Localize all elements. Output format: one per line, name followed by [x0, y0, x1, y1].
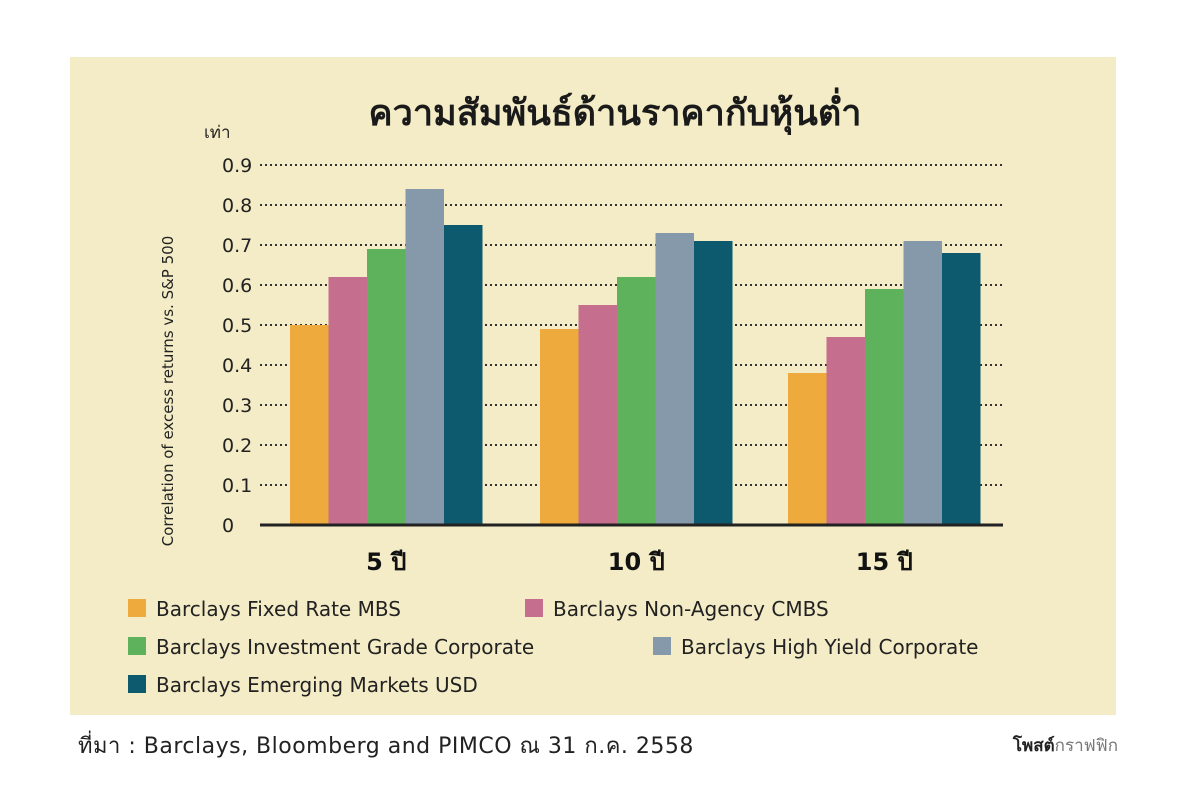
- bar-1-1: [290, 325, 329, 525]
- legend-label: Barclays Fixed Rate MBS: [156, 597, 401, 621]
- y-unit-label: เท่า: [204, 123, 231, 143]
- y-tick-label: 0.6: [222, 275, 252, 297]
- category-labels: 5 ปี 10 ปี 15 ปี: [366, 548, 913, 576]
- bar-4-1: [405, 189, 444, 525]
- legend-label: Barclays Non-Agency CMBS: [553, 597, 829, 621]
- source-note: ที่มา : Barclays, Bloomberg and PIMCO ณ …: [78, 734, 694, 759]
- legend: Barclays Fixed Rate MBS Barclays Non-Agen…: [128, 597, 978, 697]
- y-tick-label: 0.9: [222, 155, 252, 177]
- y-tick-label: 0.2: [222, 435, 252, 457]
- bar-1-2: [540, 329, 579, 525]
- legend-label: Barclays Investment Grade Corporate: [156, 635, 534, 659]
- legend-swatch: [525, 599, 543, 617]
- bar-2-1: [328, 277, 367, 525]
- bar-3-1: [367, 249, 406, 525]
- chart-title: ความสัมพันธ์ด้านราคากับหุ้นต่ำ: [369, 87, 862, 136]
- category-label: 10 ปี: [608, 548, 665, 576]
- y-tick-label: 0.5: [222, 315, 252, 337]
- bar-5-2: [694, 241, 733, 525]
- bar-2-3: [826, 337, 865, 525]
- bars: [290, 189, 981, 525]
- bar-3-3: [865, 289, 904, 525]
- bar-5-1: [444, 225, 483, 525]
- y-tick-label: 0.7: [222, 235, 252, 257]
- bar-2-2: [578, 305, 617, 525]
- bar-4-3: [903, 241, 942, 525]
- credit: โพสต์กราฟฟิก: [1013, 732, 1118, 759]
- legend-label: Barclays High Yield Corporate: [681, 635, 978, 659]
- credit-light: กราฟฟิก: [1054, 736, 1118, 756]
- legend-label: Barclays Emerging Markets USD: [156, 673, 478, 697]
- chart-panel: ความสัมพันธ์ด้านราคากับหุ้นต่ำ เท่า Corr…: [70, 57, 1116, 715]
- legend-swatch: [128, 599, 146, 617]
- legend-swatch: [653, 637, 671, 655]
- legend-swatch: [128, 637, 146, 655]
- category-label: 5 ปี: [366, 548, 406, 576]
- y-axis-label: Correlation of excess returns vs. S&P 50…: [159, 236, 177, 547]
- category-label: 15 ปี: [856, 548, 913, 576]
- y-tick-label: 0.1: [222, 475, 252, 497]
- credit-bold: โพสต์: [1012, 736, 1055, 756]
- y-tick-label: 0.3: [222, 395, 252, 417]
- y-tick-label: 0.4: [222, 355, 252, 377]
- bar-4-2: [655, 233, 694, 525]
- legend-swatch: [128, 675, 146, 693]
- y-tick-label: 0.8: [222, 195, 252, 217]
- footer: ที่มา : Barclays, Bloomberg and PIMCO ณ …: [78, 728, 1118, 768]
- bar-chart: ความสัมพันธ์ด้านราคากับหุ้นต่ำ เท่า Corr…: [128, 87, 1003, 697]
- bar-3-2: [617, 277, 656, 525]
- bar-1-3: [788, 373, 827, 525]
- y-tick-label: 0: [222, 515, 234, 537]
- bar-5-3: [942, 253, 981, 525]
- y-tick-labels: 0 0.1 0.2 0.3 0.4 0.5 0.6 0.7 0.8 0.9: [222, 155, 252, 537]
